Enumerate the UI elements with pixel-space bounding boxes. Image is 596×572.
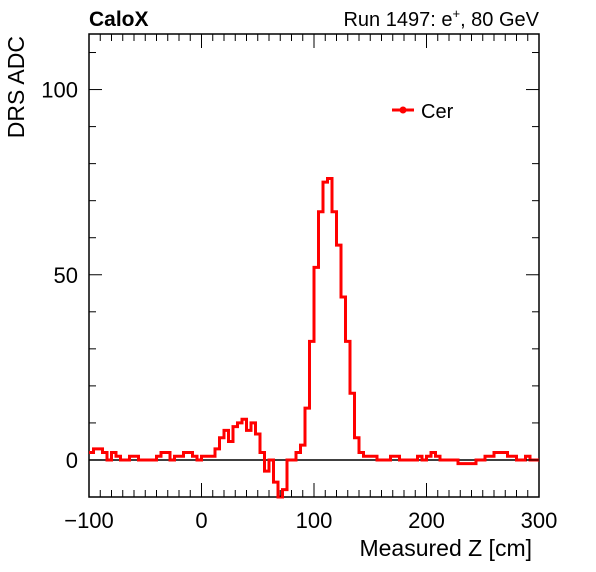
run-label-prefix: Run 1497: e bbox=[343, 9, 452, 31]
series-line-cer bbox=[89, 176, 539, 499]
legend-label-cer: Cer bbox=[421, 101, 454, 123]
experiment-label: CaloX bbox=[89, 8, 149, 31]
data-layer bbox=[89, 176, 539, 499]
y-tick-label: 100 bbox=[41, 78, 78, 103]
y-tick-label: 50 bbox=[54, 263, 78, 288]
x-tick-label: 100 bbox=[296, 508, 333, 533]
run-label: Run 1497: e+, 80 GeV bbox=[343, 6, 539, 31]
x-tick-label: 300 bbox=[521, 508, 558, 533]
x-tick-label: 0 bbox=[195, 508, 207, 533]
legend-marker bbox=[399, 106, 407, 114]
y-axis-label: DRS ADC bbox=[3, 36, 29, 138]
axes-box bbox=[88, 33, 540, 498]
run-label-suffix: , 80 GeV bbox=[460, 9, 540, 31]
x-tick-label: −100 bbox=[64, 508, 114, 533]
legend: Cer bbox=[392, 101, 454, 123]
plot-frame bbox=[88, 33, 540, 498]
ticks-layer: −100 0 100 200 300 0 50 100 bbox=[41, 34, 557, 533]
y-tick-label: 0 bbox=[66, 448, 78, 473]
run-label-sup: + bbox=[452, 6, 460, 21]
x-tick-label: 200 bbox=[408, 508, 445, 533]
x-axis-label: Measured Z [cm] bbox=[359, 535, 532, 561]
